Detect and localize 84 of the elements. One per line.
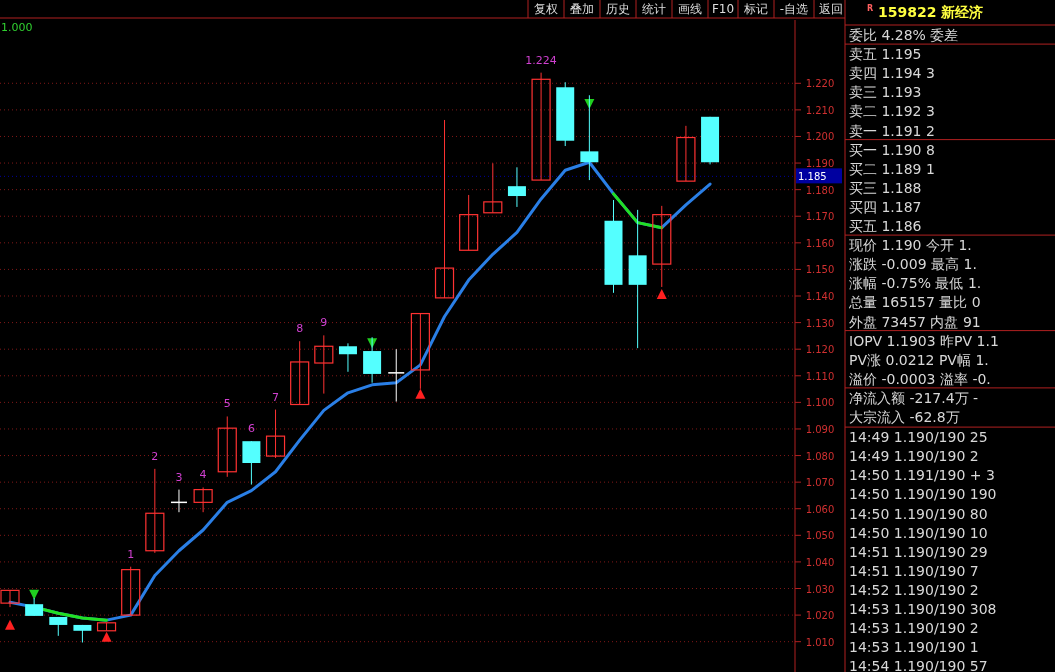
- text: 卖三 1.193: [849, 84, 922, 101]
- y-tick-label: 1.160: [805, 237, 835, 249]
- y-tick-label: 1.210: [805, 104, 835, 116]
- text: 溢价 -0.0003 溢率 -0.: [849, 370, 991, 387]
- y-tick-label: 1.010: [805, 636, 835, 648]
- text: 14:53 1.190/190 1: [849, 639, 979, 656]
- text: 现价 1.190 今开 1.: [849, 237, 972, 254]
- text: 画线: [678, 2, 702, 16]
- y-tick-label: 1.050: [805, 530, 835, 542]
- text: 14:49 1.190/190 2: [849, 448, 979, 465]
- text: 叠加: [570, 2, 594, 16]
- y-tick-label: 1.060: [805, 503, 835, 515]
- text: -自选: [779, 2, 809, 16]
- y-tick-label: 1.190: [805, 158, 835, 170]
- text: 返回: [819, 2, 843, 16]
- ref-line-label: 1.185: [798, 171, 827, 183]
- text: IOPV 1.1903 昨PV 1.1: [849, 332, 999, 349]
- text: 历史: [606, 2, 630, 16]
- text: 卖一 1.191 2: [849, 122, 935, 139]
- text: 8: [296, 322, 304, 336]
- point: [656, 288, 667, 299]
- text: 涨跌 -0.009 最高 1.: [849, 256, 977, 273]
- text: 标记: [743, 2, 768, 16]
- point: [101, 631, 112, 642]
- text: 14:53 1.190/190 308: [849, 601, 997, 617]
- text: 4: [199, 468, 207, 482]
- y-tick-label: 1.180: [805, 184, 835, 196]
- text: 14:50 1.191/190 + 3: [849, 467, 995, 484]
- text: 2: [151, 449, 159, 463]
- text: 14:54 1.190/190 57: [849, 658, 988, 672]
- y-tick-label: 1.070: [805, 477, 835, 489]
- y-tick-label: 1.090: [805, 423, 835, 435]
- text: 买一 1.190 8: [849, 141, 935, 158]
- text: 14:49 1.190/190 25: [849, 429, 988, 446]
- y-tick-label: 1.220: [805, 78, 835, 90]
- text: 9: [320, 316, 328, 330]
- y-tick-label: 1.030: [805, 583, 835, 595]
- text: 1.224: [525, 53, 557, 67]
- y-tick-label: 1.110: [805, 370, 835, 382]
- point: [29, 589, 40, 600]
- text: 卖四 1.194 3: [849, 65, 935, 82]
- text: 复权: [534, 2, 558, 16]
- text: 14:53 1.190/190 2: [849, 620, 979, 637]
- text: 5: [223, 397, 231, 411]
- text: 卖二 1.192 3: [849, 103, 935, 120]
- y-tick-label: 1.140: [805, 291, 835, 303]
- text: 总量 165157 量比 0: [848, 294, 981, 311]
- text: PV涨 0.0212 PV幅 1.: [849, 351, 989, 368]
- text: 买五 1.186: [849, 218, 922, 234]
- y-tick-label: 1.100: [805, 397, 835, 409]
- text: 涨幅 -0.75% 最低 1.: [849, 275, 982, 292]
- y-tick-label: 1.120: [805, 344, 835, 356]
- y-tick-label: 1.080: [805, 450, 835, 462]
- text: 14:50 1.190/190 80: [849, 505, 988, 522]
- text: 统计: [642, 2, 666, 16]
- text: 买二 1.189 1: [849, 160, 935, 177]
- y-tick-label: 1.130: [805, 317, 835, 329]
- text: 大宗流入 -62.8万: [849, 409, 960, 425]
- y-tick-label: 1.040: [805, 556, 835, 568]
- text: 14:51 1.190/190 7: [849, 562, 979, 579]
- text: 1: [127, 547, 135, 561]
- text: F10: [711, 2, 735, 16]
- text: R: [867, 4, 874, 13]
- text: 买四 1.187: [849, 198, 922, 215]
- point: [5, 619, 15, 630]
- y-tick-label: 1.170: [805, 211, 835, 223]
- y-tick-label: 1.020: [805, 610, 835, 622]
- text: 14:52 1.190/190 2: [849, 581, 979, 598]
- text: 买三 1.188: [849, 179, 922, 196]
- text: 14:51 1.190/190 29: [849, 543, 988, 560]
- text: 6: [247, 422, 255, 436]
- text: 14:50 1.190/190 190: [849, 486, 997, 503]
- text: 净流入额 -217.4万 -: [849, 389, 979, 406]
- text: 委比 4.28% 委差: [849, 27, 959, 43]
- y-tick-label: 1.200: [805, 131, 835, 143]
- text: 14:50 1.190/190 10: [849, 524, 988, 541]
- point: [415, 388, 426, 399]
- text: 卖五 1.195: [849, 46, 922, 63]
- y-tick-label: 1.150: [805, 264, 835, 276]
- annotation: 1.000: [1, 21, 33, 34]
- text: 7: [272, 390, 280, 404]
- text: 3: [175, 470, 183, 484]
- text: 外盘 73457 内盘 91: [849, 313, 981, 330]
- text: 159822 新经济: [878, 4, 984, 20]
